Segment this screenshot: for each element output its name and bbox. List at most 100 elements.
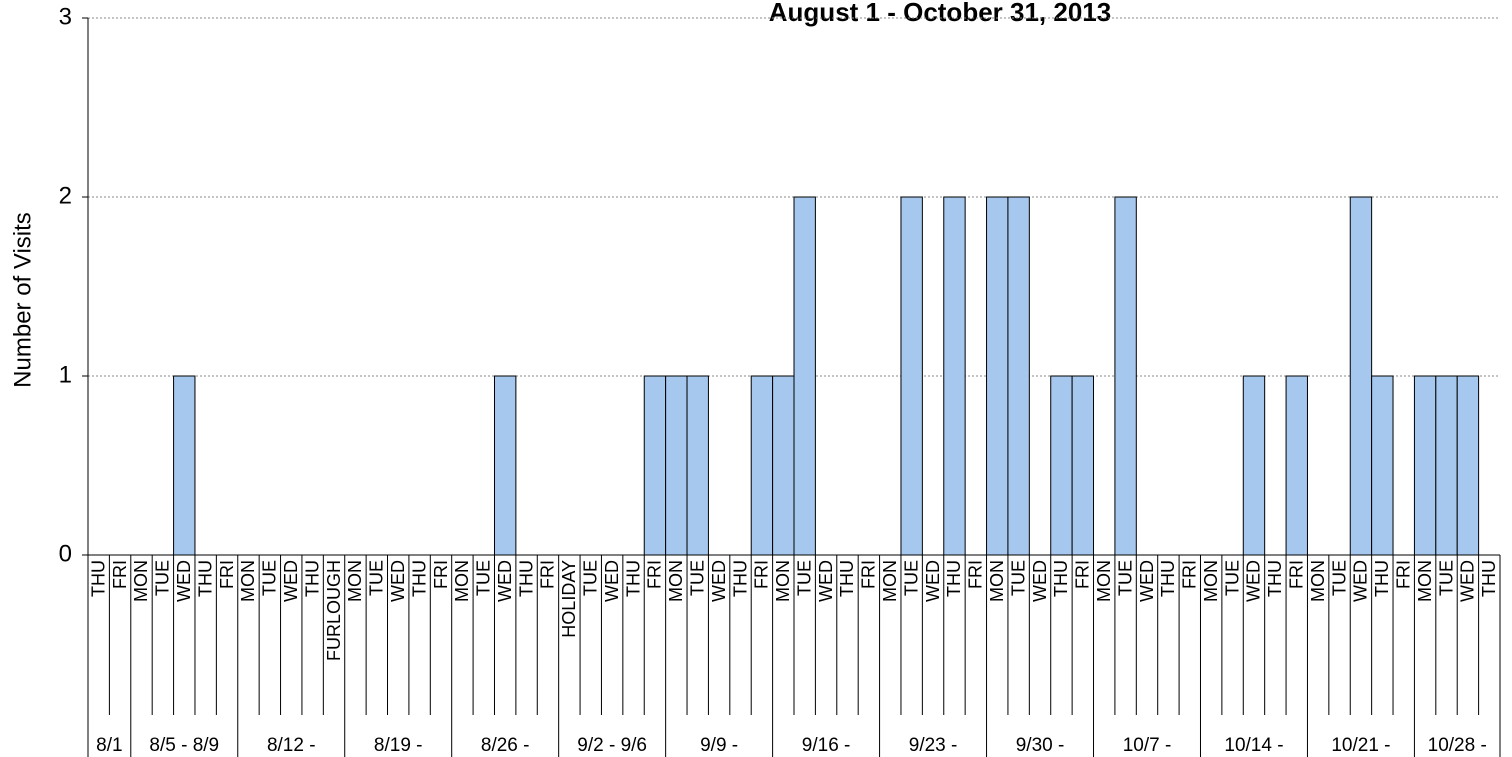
x-tick-label: FRI [431,560,451,589]
x-tick-label: THU [730,560,750,597]
x-tick-label: FRI [966,560,986,589]
x-tick-label: THU [516,560,536,597]
bar [1050,375,1073,556]
x-tick-label: MON [880,560,900,602]
bar [772,375,795,556]
x-tick-label: THU [302,560,322,597]
bar [665,375,688,556]
x-tick-label: TUE [901,560,921,596]
x-tick-label: MON [666,560,686,602]
bar [493,375,517,556]
y-axis-label: Number of Visits [9,212,36,388]
x-tick-label: WED [923,560,943,602]
x-tick-label: TUE [581,560,601,596]
group-label: 8/19 - [374,735,423,756]
x-tick-label: TUE [687,560,707,596]
bar [1413,375,1437,556]
x-tick-label: THU [944,560,964,597]
x-tick-label: MON [773,560,793,602]
x-tick-label: FRI [1073,560,1093,589]
x-tick-label: WED [602,560,622,602]
x-tick-label: MON [345,560,365,602]
bar [1285,375,1308,556]
x-tick-label: HOLIDAY [559,560,579,638]
x-tick-label: FRI [110,560,130,589]
bar [1242,375,1266,556]
x-tick-label: TUE [260,560,280,596]
bar [1435,375,1458,556]
x-tick-label: WED [1244,560,1264,602]
x-tick-label: TUE [474,560,494,596]
x-tick-label: THU [1479,560,1499,597]
x-tick-label: MON [131,560,151,602]
bar [1071,375,1095,556]
bar [1371,375,1394,556]
bar [1007,196,1030,556]
bar [1456,375,1480,556]
x-tick-label: FRI [645,560,665,589]
group-label: 8/5 - 8/9 [149,735,219,756]
x-tick-label: THU [623,560,643,597]
group-label: 8/26 - [481,735,530,756]
group-label: 9/2 - 9/6 [577,735,647,756]
bar [986,196,1009,556]
group-label: 10/28 - [1428,735,1487,756]
bar [900,196,923,556]
x-tick-label: MON [1094,560,1114,602]
bar [943,196,966,556]
x-tick-label: THU [1051,560,1071,597]
bar [686,375,709,556]
group-label: 9/23 - [909,735,958,756]
x-tick-label: MON [987,560,1007,602]
bar [1114,196,1137,556]
x-tick-label: MON [1201,560,1221,602]
group-label: 10/14 - [1224,735,1283,756]
x-tick-label: THU [1158,560,1178,597]
x-tick-label: FRI [217,560,237,589]
x-tick-label: FRI [1393,560,1413,589]
x-tick-label: FRI [752,560,772,589]
x-tick-label: WED [388,560,408,602]
x-tick-label: WED [174,560,194,602]
x-tick-label: TUE [1115,560,1135,596]
x-tick-label: TUE [367,560,387,596]
group-label: 8/12 - [267,735,316,756]
x-tick-label: WED [1030,560,1050,602]
x-tick-label: TUE [1436,560,1456,596]
y-tick-label: 1 [59,361,72,388]
chart-title: August 1 - October 31, 2013 [769,0,1111,27]
x-tick-label: MON [238,560,258,602]
y-tick-label: 2 [59,182,72,209]
x-tick-label: MON [1308,560,1328,602]
x-tick-label: FRI [859,560,879,589]
x-tick-label: WED [709,560,729,602]
x-tick-label: THU [88,560,108,597]
x-tick-label: THU [837,560,857,597]
x-tick-label: FRI [1287,560,1307,589]
x-tick-label: FRI [1180,560,1200,589]
bar [793,196,816,556]
x-tick-label: WED [816,560,836,602]
x-tick-label: THU [409,560,429,597]
group-label: 9/16 - [802,735,851,756]
x-tick-label: THU [1265,560,1285,597]
x-tick-label: FRI [538,560,558,589]
x-tick-label: TUE [1008,560,1028,596]
y-tick-label: 3 [59,3,72,30]
group-label: 10/21 - [1331,735,1390,756]
x-tick-label: WED [1137,560,1157,602]
bar [173,375,196,556]
x-tick-label: TUE [1222,560,1242,596]
x-tick-label: WED [495,560,515,602]
x-tick-label: TUE [794,560,814,596]
x-tick-label: MON [1415,560,1435,602]
x-tick-label: WED [1458,560,1478,602]
bar [643,375,667,556]
x-tick-label: FURLOUGH [324,560,344,661]
x-tick-label: THU [1372,560,1392,597]
bar [750,375,774,556]
x-tick-label: TUE [153,560,173,596]
x-tick-label: TUE [1329,560,1349,596]
y-tick-label: 0 [59,540,72,567]
